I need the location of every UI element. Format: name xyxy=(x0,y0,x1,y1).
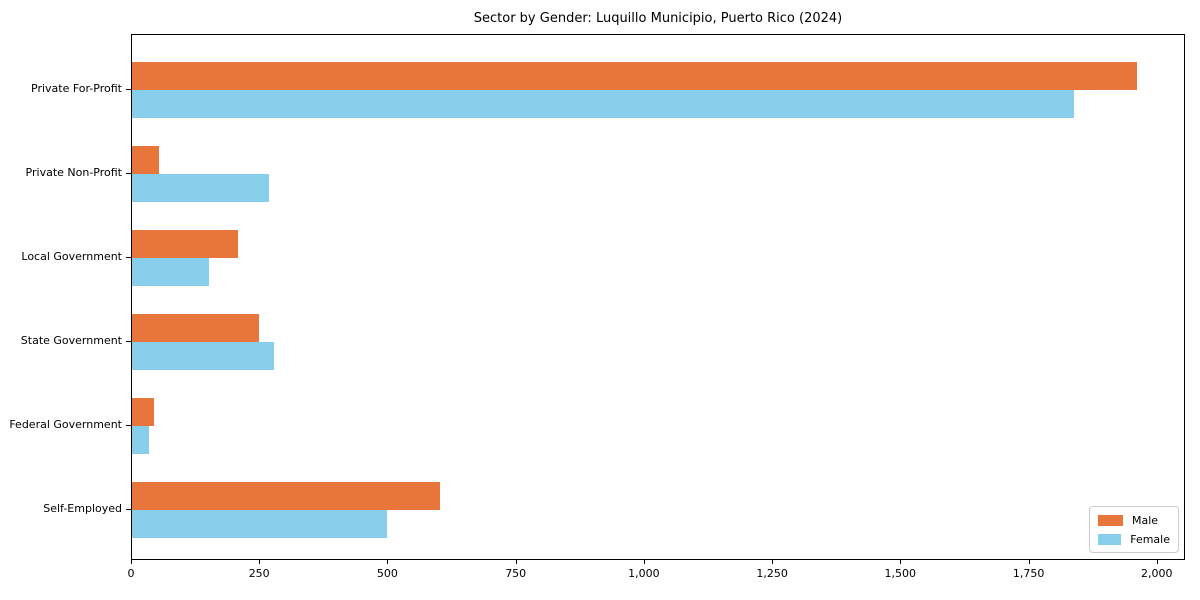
chart-title: Sector by Gender: Luquillo Municipio, Pu… xyxy=(473,11,843,26)
x-tick-label-500: 500 xyxy=(376,567,398,580)
y-tick-mark xyxy=(126,509,131,510)
x-tick-mark xyxy=(1156,560,1158,564)
bar-male-private-non-profit xyxy=(132,146,160,174)
bar-female-state-government xyxy=(132,342,275,370)
x-tick-label-1-500: 1,500 xyxy=(884,567,917,580)
female-swatch-icon xyxy=(1098,534,1122,545)
x-tick-mark xyxy=(259,560,261,564)
y-tick-mark xyxy=(126,173,131,174)
y-tick-label-federal-government: Federal Government xyxy=(9,418,122,431)
y-tick-mark xyxy=(126,257,131,258)
bar-female-local-government xyxy=(132,258,209,286)
y-tick-mark xyxy=(126,425,131,426)
male-swatch-icon xyxy=(1098,515,1123,526)
x-tick-label-1-000: 1,000 xyxy=(628,567,660,580)
x-tick-label-250: 250 xyxy=(248,567,270,580)
y-tick-label-state-government: State Government xyxy=(20,334,122,347)
bar-female-private-for-profit xyxy=(132,90,1074,118)
bar-female-federal-government xyxy=(132,426,149,454)
y-tick-label-self-employed: Self-Employed xyxy=(43,502,122,515)
x-tick-label-0: 0 xyxy=(127,567,135,580)
y-tick-mark xyxy=(126,341,131,342)
x-tick-label-1-250: 1,250 xyxy=(756,567,788,580)
x-tick-label-750: 750 xyxy=(505,567,527,580)
x-tick-mark xyxy=(772,560,774,564)
x-tick-label-1-750: 1,750 xyxy=(1012,567,1045,580)
y-tick-label-private-for-profit: Private For-Profit xyxy=(31,82,122,95)
x-tick-mark xyxy=(131,560,132,564)
bar-male-local-government xyxy=(132,230,239,258)
x-tick-mark xyxy=(1028,560,1030,564)
x-tick-label-2-000: 2,000 xyxy=(1141,567,1173,580)
y-tick-label-private-non-profit: Private Non-Profit xyxy=(25,166,122,179)
x-tick-mark xyxy=(387,560,389,564)
y-tick-mark xyxy=(126,89,131,90)
bar-female-self-employed xyxy=(132,510,387,538)
x-tick-mark xyxy=(643,560,645,564)
legend-label-male: Male xyxy=(1132,514,1159,527)
x-tick-mark xyxy=(900,560,902,564)
legend: Male Female xyxy=(1089,506,1179,553)
x-tick-mark xyxy=(515,560,517,564)
bar-male-federal-government xyxy=(132,398,155,426)
legend-item-female: Female xyxy=(1098,533,1170,546)
plot-area xyxy=(131,34,1185,560)
y-tick-label-local-government: Local Government xyxy=(21,250,122,263)
legend-item-male: Male xyxy=(1098,514,1170,527)
bar-male-self-employed xyxy=(132,482,440,510)
legend-label-female: Female xyxy=(1130,533,1170,546)
bar-male-state-government xyxy=(132,314,260,342)
bar-male-private-for-profit xyxy=(132,62,1137,90)
bar-female-private-non-profit xyxy=(132,174,269,202)
